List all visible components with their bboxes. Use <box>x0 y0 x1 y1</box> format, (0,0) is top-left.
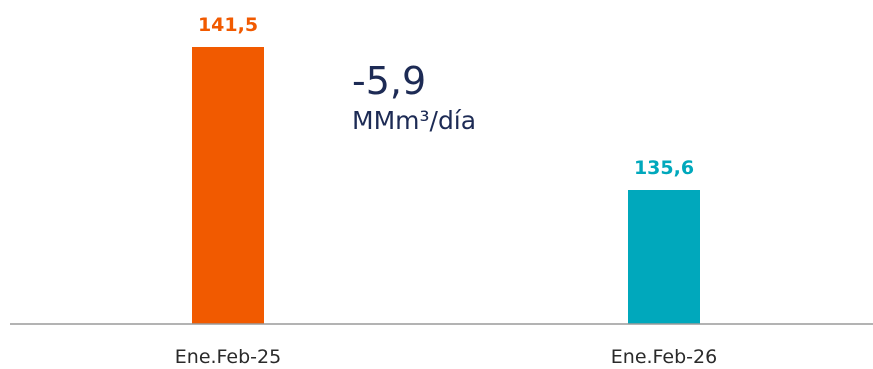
bar-1 <box>192 47 264 324</box>
bar-value-label-1: 141,5 <box>198 14 258 36</box>
x-tick-label-1: Ene.Feb-25 <box>175 346 281 368</box>
x-tick-label-2: Ene.Feb-26 <box>611 346 717 368</box>
change-annotation: -5,9 MMm³/día <box>352 62 476 133</box>
bars-group <box>192 47 700 324</box>
x-tick-labels-group: Ene.Feb-25 Ene.Feb-26 <box>175 346 717 368</box>
change-unit: MMm³/día <box>352 106 477 135</box>
bar-2 <box>628 190 700 324</box>
bar-value-label-2: 135,6 <box>634 157 694 179</box>
value-labels-group: 141,5 135,6 <box>198 14 694 179</box>
change-value: -5,9 <box>352 59 427 103</box>
